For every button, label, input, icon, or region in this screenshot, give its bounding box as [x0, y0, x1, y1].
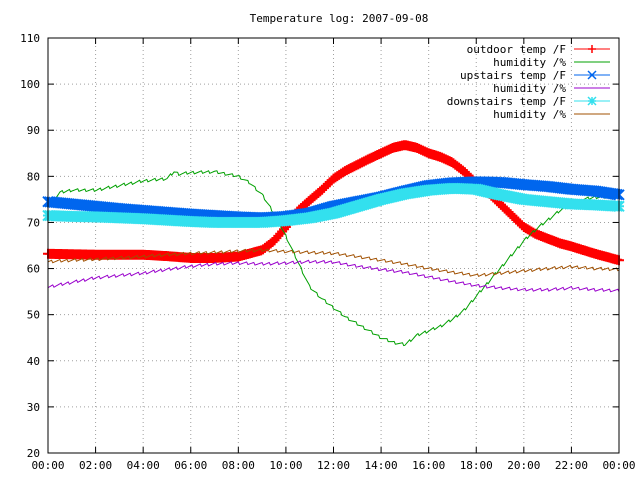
y-tick-label: 80: [27, 170, 40, 183]
legend-label: humidity /%: [493, 108, 566, 121]
x-tick-label: 00:00: [602, 459, 635, 472]
x-tick-label: 18:00: [460, 459, 493, 472]
x-tick-label: 00:00: [31, 459, 64, 472]
x-tick-label: 20:00: [507, 459, 540, 472]
legend-label: upstairs temp /F: [460, 69, 566, 82]
series-line: [47, 248, 620, 278]
chart-title: Temperature log: 2007-09-08: [250, 12, 429, 25]
y-tick-label: 30: [27, 401, 40, 414]
series-5: [47, 248, 620, 278]
y-tick-label: 110: [20, 32, 40, 45]
axes: 20 30 40 50 60 70 80 90 100 110 00:00 02:00 04:00 06:…: [20, 32, 635, 472]
series-1: [47, 170, 620, 347]
series-3: [47, 259, 620, 293]
legend-marker: [588, 45, 596, 53]
legend-label: humidity /%: [493, 56, 566, 69]
legend-label: humidity /%: [493, 82, 566, 95]
y-tick-label: 90: [27, 124, 40, 137]
series-line: [47, 259, 620, 293]
x-tick-label: 06:00: [174, 459, 207, 472]
legend-marker: [587, 70, 597, 80]
series-line: [47, 170, 620, 347]
x-tick-label: 04:00: [127, 459, 160, 472]
y-tick-label: 100: [20, 78, 40, 91]
y-tick-label: 60: [27, 263, 40, 276]
y-tick-label: 40: [27, 355, 40, 368]
legend-label: outdoor temp /F: [467, 43, 566, 56]
legend-label: downstairs temp /F: [447, 95, 566, 108]
y-tick-label: 50: [27, 309, 40, 322]
legend-marker: [587, 96, 597, 106]
x-tick-label: 12:00: [317, 459, 350, 472]
y-tick-label: 70: [27, 216, 40, 229]
x-tick-label: 14:00: [365, 459, 398, 472]
x-tick-label: 08:00: [222, 459, 255, 472]
x-tick-label: 22:00: [555, 459, 588, 472]
y-tick-label: 20: [27, 447, 40, 460]
x-tick-label: 02:00: [79, 459, 112, 472]
x-tick-label: 16:00: [412, 459, 445, 472]
x-tick-label: 10:00: [269, 459, 302, 472]
